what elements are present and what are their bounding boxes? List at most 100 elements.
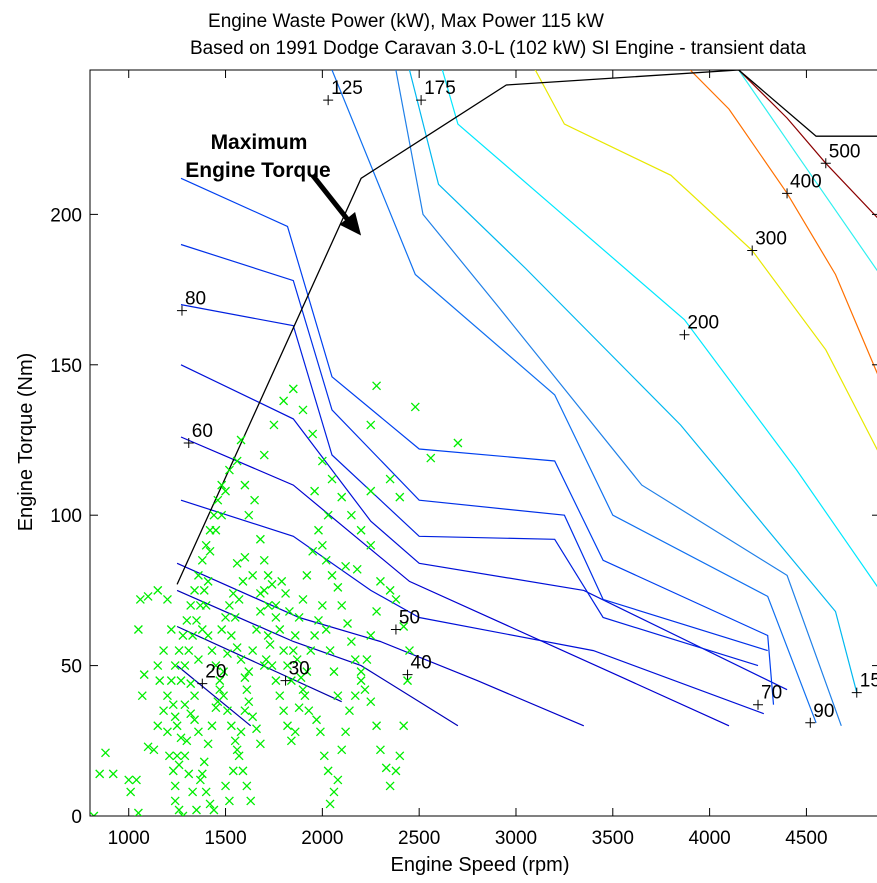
scatter-point (184, 646, 194, 656)
scatter-point (166, 625, 176, 634)
scatter-point (298, 685, 308, 695)
scatter-point (217, 480, 227, 490)
scatter-point (375, 745, 385, 755)
y-tick-label: 50 (61, 657, 82, 678)
contour-label: 125 (331, 78, 363, 99)
scatter-point (333, 691, 343, 701)
scatter-point (101, 748, 110, 758)
scatter-point (205, 525, 215, 535)
scatter-point (345, 706, 354, 716)
contour-label: 500 (829, 141, 861, 162)
contour-labels: 20 30 40 50 60 80 70 90 125 150 175 200 300 400 500 (176, 78, 877, 728)
scatter-point (269, 420, 279, 430)
contour-label-marker (747, 245, 758, 256)
scatter-point (337, 492, 347, 502)
scatter-point (279, 706, 289, 716)
contour-label-marker (183, 438, 194, 448)
scatter-point (346, 510, 356, 520)
scatter-point (292, 655, 302, 665)
contour-label-marker (679, 329, 690, 340)
scatter-point (195, 775, 205, 785)
scatter-point (155, 676, 165, 686)
scatter-point (164, 751, 174, 761)
x-axis: 1000 1500 2000 2500 3000 3500 4000 4500 (108, 70, 828, 849)
scatter-point (288, 646, 298, 656)
scatter-point (215, 676, 225, 686)
scatter-point (391, 594, 401, 604)
scatter-point (310, 486, 320, 496)
scatter-point (135, 594, 145, 604)
scatter-point (197, 769, 207, 779)
scatter-point (203, 576, 213, 586)
scatter-point (286, 676, 296, 686)
scatter-point (168, 700, 178, 710)
scatter-point (288, 384, 298, 394)
scatter-point (230, 613, 240, 622)
scatter-point (236, 655, 246, 665)
chart-title: Engine Waste Power (kW), Max Power 115 k… (208, 11, 604, 32)
scatter-point (203, 739, 213, 749)
max-torque-line (176, 70, 877, 585)
scatter-point (283, 661, 292, 671)
contour-label: 80 (185, 289, 206, 310)
contour-label-marker (390, 624, 401, 635)
scatter-point (350, 655, 360, 665)
scatter-point (217, 510, 227, 520)
scatter-point (244, 697, 254, 707)
x-tick-label: 1500 (204, 828, 246, 849)
scatter-point (244, 667, 254, 677)
y-tick-label: 200 (50, 205, 82, 226)
scatter-point (133, 625, 143, 634)
scatter-point (296, 673, 306, 683)
scatter-point (232, 745, 242, 755)
scatter-point (209, 510, 219, 520)
contour-line-4 (180, 436, 730, 727)
contour-line-8 (180, 243, 768, 652)
contour-line-0 (176, 665, 252, 727)
scatter-point (275, 691, 285, 701)
scatter-point (308, 546, 318, 556)
scatter-point (207, 646, 217, 656)
contour-line-15 (534, 70, 877, 451)
plot-area: 20 30 40 50 60 80 70 90 125 150 175 200 300 400 500 Ma… (89, 69, 877, 817)
scatter-point (350, 691, 360, 701)
scatter-point (317, 456, 327, 466)
scatter-point (290, 631, 300, 640)
scatter-point (403, 676, 413, 686)
scatter-point (333, 582, 343, 592)
scatter-point (240, 706, 250, 716)
scatter-point (232, 558, 242, 568)
scatter-point (352, 564, 362, 574)
contour-label: 90 (813, 701, 834, 722)
scatter-point (395, 751, 405, 761)
scatter-point (193, 570, 203, 580)
scatter-point (366, 420, 376, 430)
scatter-point (221, 613, 230, 622)
scatter-point (300, 691, 310, 701)
scatter-point (252, 724, 261, 734)
contour-line-14 (738, 70, 877, 272)
scatter-point (259, 661, 269, 671)
scatter-point (399, 721, 409, 731)
scatter-point (126, 787, 136, 797)
scatter-point (188, 631, 198, 640)
scatter-point (219, 667, 229, 677)
scatter-point (221, 486, 230, 496)
scatter-point (265, 640, 275, 649)
scatter-point (250, 495, 260, 505)
x-axis-label: Engine Speed (rpm) (391, 854, 570, 876)
scatter-point (170, 661, 180, 671)
contour-label-marker (851, 687, 862, 698)
scatter-point (333, 775, 343, 785)
scatter-point (271, 613, 281, 622)
scatter-point (329, 667, 339, 677)
scatter-point (426, 453, 436, 463)
scatter-point (190, 585, 200, 595)
max-torque-curve (176, 70, 877, 585)
scatter-point (395, 492, 405, 502)
scatter-point (242, 781, 252, 791)
scatter-point (215, 685, 225, 695)
scatter-point (178, 631, 188, 640)
scatter-point (246, 796, 256, 806)
scatter-point (321, 625, 331, 634)
